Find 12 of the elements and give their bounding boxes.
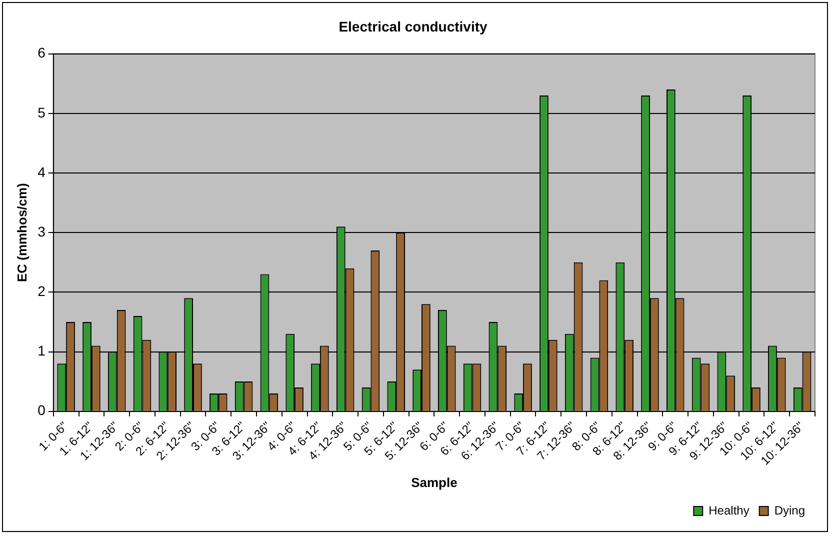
y-tick-label: 0 (38, 402, 46, 418)
legend-label: Healthy (708, 503, 750, 518)
y-axis-title: EC (mmhos/cm) (14, 183, 30, 282)
y-tick-label: 2 (38, 283, 46, 300)
y-tick-label: 5 (38, 104, 46, 120)
legend-label: Dying (774, 503, 806, 518)
y-tick-label: 3 (38, 223, 46, 240)
y-tick-label: 4 (38, 164, 46, 180)
chart-title: Electrical conductivity (338, 18, 488, 34)
y-tick-label: 1 (38, 342, 46, 359)
y-tick-label: 6 (38, 44, 46, 61)
x-axis-title: Sample (411, 474, 458, 490)
